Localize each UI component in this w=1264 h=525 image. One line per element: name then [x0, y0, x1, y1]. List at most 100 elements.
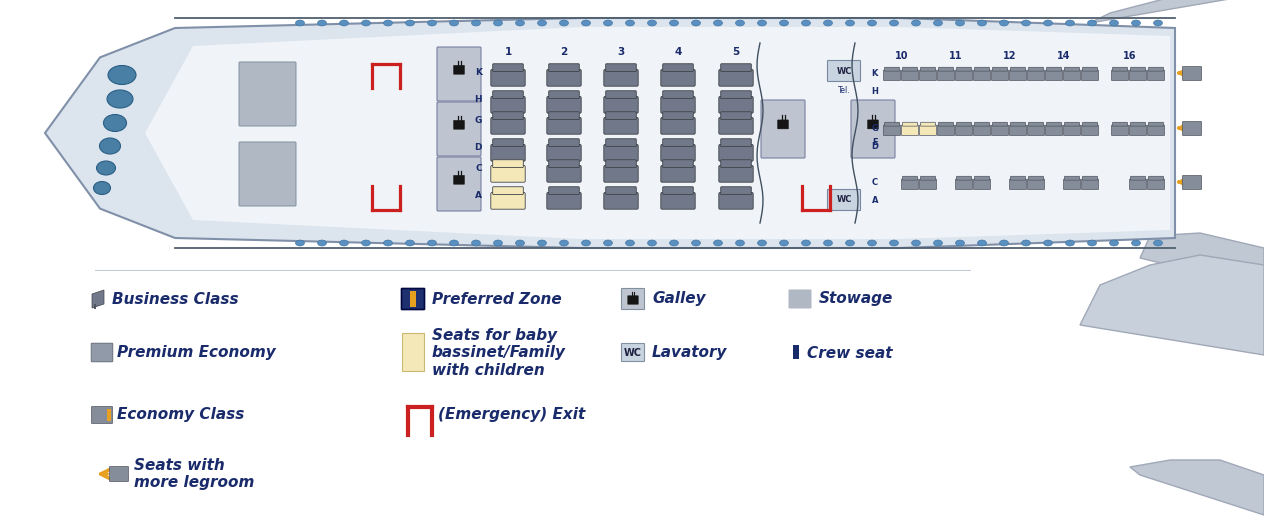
Ellipse shape	[1131, 20, 1140, 26]
Ellipse shape	[1000, 240, 1009, 246]
Text: WC: WC	[837, 67, 852, 76]
FancyBboxPatch shape	[1010, 122, 1025, 126]
FancyBboxPatch shape	[1130, 179, 1146, 190]
Ellipse shape	[406, 240, 415, 246]
FancyBboxPatch shape	[1082, 179, 1098, 190]
Ellipse shape	[801, 240, 810, 246]
Ellipse shape	[1154, 240, 1163, 246]
Ellipse shape	[867, 20, 876, 26]
FancyBboxPatch shape	[549, 112, 579, 120]
FancyBboxPatch shape	[1112, 67, 1127, 71]
Text: K: K	[475, 68, 482, 77]
FancyBboxPatch shape	[604, 165, 638, 182]
FancyBboxPatch shape	[1111, 125, 1129, 135]
Text: 4: 4	[674, 47, 681, 57]
Polygon shape	[46, 18, 1176, 248]
Text: A: A	[475, 192, 482, 201]
FancyBboxPatch shape	[1028, 179, 1044, 190]
Ellipse shape	[104, 114, 126, 131]
Text: Economy Class: Economy Class	[118, 407, 244, 423]
FancyBboxPatch shape	[1130, 122, 1145, 126]
FancyBboxPatch shape	[919, 70, 937, 80]
Text: Tel.: Tel.	[838, 86, 851, 95]
Ellipse shape	[560, 240, 569, 246]
FancyBboxPatch shape	[1130, 125, 1146, 135]
Ellipse shape	[406, 20, 415, 26]
FancyBboxPatch shape	[851, 100, 895, 158]
FancyBboxPatch shape	[1183, 175, 1202, 190]
FancyBboxPatch shape	[1063, 70, 1081, 80]
Ellipse shape	[96, 161, 115, 175]
Ellipse shape	[713, 20, 723, 26]
Bar	[94, 304, 96, 309]
Ellipse shape	[890, 20, 899, 26]
FancyBboxPatch shape	[938, 125, 954, 135]
Ellipse shape	[670, 240, 679, 246]
Ellipse shape	[691, 20, 700, 26]
Ellipse shape	[603, 20, 613, 26]
Ellipse shape	[340, 240, 349, 246]
Text: H: H	[871, 87, 878, 96]
FancyBboxPatch shape	[1149, 176, 1163, 180]
Ellipse shape	[1154, 20, 1163, 26]
FancyBboxPatch shape	[902, 176, 918, 180]
FancyBboxPatch shape	[1064, 67, 1079, 71]
FancyBboxPatch shape	[437, 157, 482, 211]
Ellipse shape	[934, 20, 943, 26]
FancyBboxPatch shape	[956, 70, 972, 80]
FancyBboxPatch shape	[662, 64, 693, 71]
FancyBboxPatch shape	[902, 67, 918, 71]
FancyBboxPatch shape	[1028, 70, 1044, 80]
Ellipse shape	[956, 240, 964, 246]
FancyBboxPatch shape	[1130, 67, 1145, 71]
FancyBboxPatch shape	[975, 176, 990, 180]
Ellipse shape	[107, 90, 133, 108]
FancyBboxPatch shape	[720, 139, 751, 146]
FancyBboxPatch shape	[938, 122, 953, 126]
FancyBboxPatch shape	[1045, 70, 1063, 80]
Ellipse shape	[317, 240, 326, 246]
FancyBboxPatch shape	[661, 193, 695, 209]
Ellipse shape	[647, 240, 656, 246]
FancyBboxPatch shape	[1010, 67, 1025, 71]
Ellipse shape	[867, 240, 876, 246]
Text: (Emergency) Exit: (Emergency) Exit	[439, 407, 585, 423]
Ellipse shape	[1110, 20, 1119, 26]
FancyBboxPatch shape	[547, 69, 581, 86]
FancyBboxPatch shape	[239, 62, 296, 126]
Ellipse shape	[934, 240, 943, 246]
Ellipse shape	[471, 240, 480, 246]
FancyBboxPatch shape	[604, 97, 638, 113]
FancyBboxPatch shape	[549, 160, 579, 167]
FancyBboxPatch shape	[1010, 70, 1026, 80]
FancyBboxPatch shape	[920, 67, 935, 71]
FancyBboxPatch shape	[901, 179, 919, 190]
Ellipse shape	[1044, 20, 1053, 26]
Ellipse shape	[780, 240, 789, 246]
FancyBboxPatch shape	[991, 70, 1009, 80]
FancyBboxPatch shape	[885, 67, 900, 71]
Ellipse shape	[757, 240, 766, 246]
Ellipse shape	[736, 20, 744, 26]
FancyBboxPatch shape	[975, 67, 990, 71]
Text: 10: 10	[895, 51, 909, 61]
Ellipse shape	[493, 240, 503, 246]
Ellipse shape	[1021, 20, 1030, 26]
Ellipse shape	[824, 20, 833, 26]
Ellipse shape	[383, 20, 393, 26]
Ellipse shape	[296, 20, 305, 26]
Ellipse shape	[977, 240, 986, 246]
Bar	[793, 345, 799, 359]
Text: Stowage: Stowage	[819, 291, 894, 307]
Ellipse shape	[713, 240, 723, 246]
Ellipse shape	[450, 240, 459, 246]
FancyBboxPatch shape	[761, 100, 805, 158]
Text: Preferred Zone: Preferred Zone	[432, 291, 561, 307]
FancyBboxPatch shape	[919, 125, 937, 135]
Text: A: A	[871, 196, 878, 205]
FancyBboxPatch shape	[828, 60, 861, 81]
Text: WC: WC	[624, 348, 642, 358]
FancyBboxPatch shape	[661, 144, 695, 161]
Text: Seats with
more legroom: Seats with more legroom	[134, 458, 254, 490]
FancyBboxPatch shape	[490, 118, 526, 134]
